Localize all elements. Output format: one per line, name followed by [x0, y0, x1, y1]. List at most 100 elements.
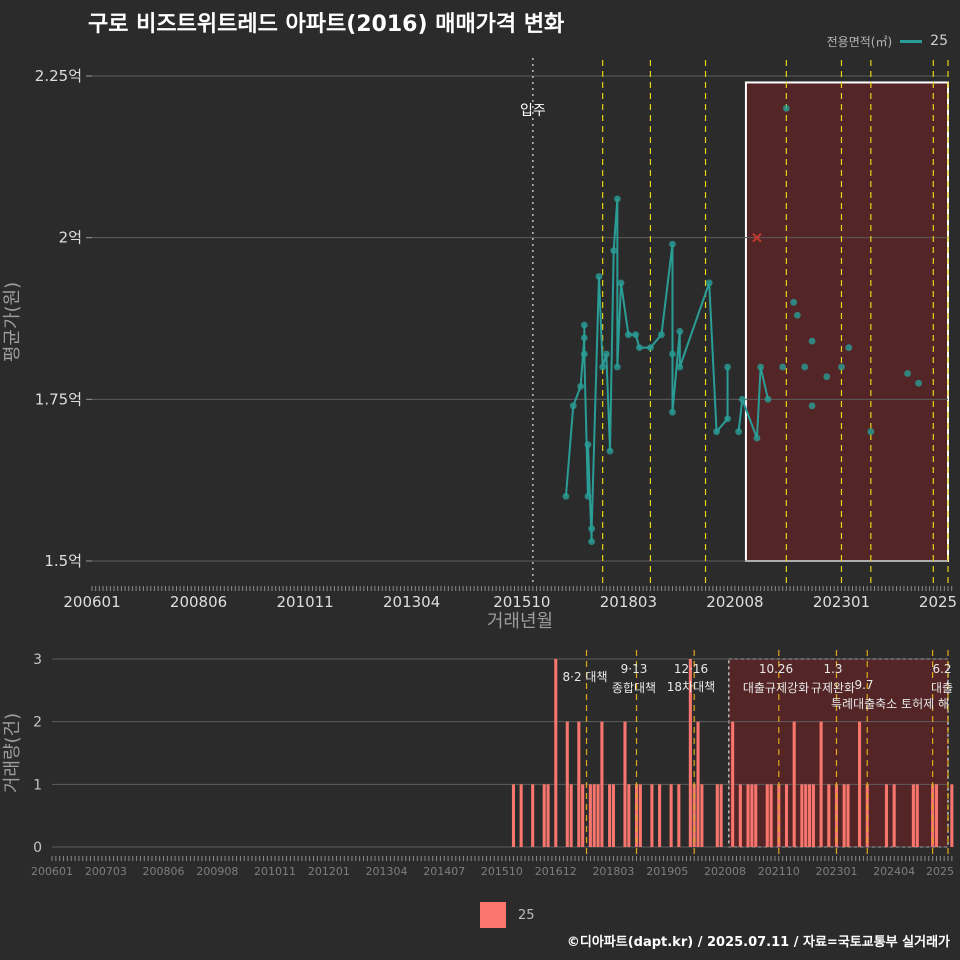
y-tick-label: 2억 [59, 229, 82, 247]
data-point [624, 331, 632, 339]
policy-annotation: 대출 [931, 681, 953, 695]
x-tick-label: 202404 [873, 865, 915, 878]
highlight-region [744, 81, 950, 562]
bar [546, 784, 550, 847]
data-point [588, 525, 596, 533]
bar [688, 659, 692, 847]
x-tick-label: 201905 [646, 865, 688, 878]
data-point [823, 373, 831, 381]
x-tick-label: 201803 [600, 593, 657, 611]
y-tick-label: 3 [33, 652, 42, 668]
bar [669, 784, 673, 847]
legend-top: 전용면적(㎡) 25 [827, 32, 948, 50]
bar [592, 784, 596, 847]
data-point [599, 363, 607, 371]
legend-label: 25 [930, 33, 948, 49]
bar [519, 784, 523, 847]
data-point [584, 492, 592, 500]
y-tick-label: 2.25억 [35, 67, 82, 85]
data-point [669, 240, 676, 248]
data-point [713, 428, 720, 436]
y-axis-title: 평균가(원) [2, 282, 23, 362]
policy-annotation: 10.26 [759, 662, 793, 676]
x-tick-label: 200601 [31, 865, 73, 878]
x-tick-label: 202008 [706, 593, 763, 611]
data-point [705, 279, 713, 287]
data-point [724, 415, 731, 423]
bar [577, 721, 581, 847]
bar [915, 784, 919, 847]
x-tick-label: 202008 [704, 865, 746, 878]
bar [792, 721, 796, 847]
bar [611, 784, 615, 847]
bar [738, 784, 742, 847]
bar [858, 721, 862, 847]
policy-annotation: 6.2 [932, 662, 951, 676]
bar [554, 659, 558, 847]
bar [569, 784, 573, 847]
data-point [738, 395, 746, 403]
data-point [735, 428, 742, 436]
data-point [632, 331, 640, 339]
data-point [595, 273, 603, 280]
data-point [790, 298, 798, 306]
x-tick-label: 2025 [926, 865, 954, 878]
bar [934, 784, 939, 847]
data-point [782, 104, 790, 112]
x-tick-label: 201510 [481, 865, 523, 878]
bar [542, 784, 546, 847]
bar [638, 784, 642, 847]
bar [950, 784, 954, 847]
data-point [669, 408, 676, 416]
policy-annotation: 9·13 [621, 662, 648, 676]
policy-annotation: 특례대출축소 토허제 해 [831, 697, 949, 711]
bar [884, 784, 889, 847]
bar [565, 721, 569, 847]
data-point [569, 402, 577, 410]
x-tick-label: 201304 [366, 865, 408, 878]
movein-label: 입주 [520, 103, 546, 119]
series-line [564, 198, 729, 542]
data-point [647, 344, 654, 351]
bar [658, 784, 662, 847]
y-tick-label: 0 [33, 840, 42, 856]
x-tick-label: 201803 [592, 865, 634, 878]
data-point [577, 383, 585, 390]
x-tick-label: 201011 [254, 865, 296, 878]
bar [719, 784, 723, 847]
data-point [613, 195, 621, 203]
bar [811, 784, 815, 847]
legend-bottom: 25 [480, 902, 535, 928]
bar [827, 784, 831, 847]
x-tick-label: 201510 [493, 593, 550, 611]
bar [627, 784, 631, 847]
bar [819, 721, 823, 847]
bar [623, 721, 627, 847]
bar [750, 784, 754, 847]
policy-annotation: 규제완화 [811, 681, 855, 695]
x-tick-label: 201612 [535, 865, 577, 878]
data-point [779, 363, 787, 371]
bar [511, 784, 515, 847]
bar [911, 784, 915, 847]
legend-line-swatch [900, 39, 923, 43]
x-tick-label: 200703 [85, 865, 127, 878]
bar [581, 784, 585, 847]
bar [600, 721, 604, 847]
data-point [808, 337, 816, 345]
x-tick-label: 200908 [196, 865, 238, 878]
x-tick-label: 200806 [170, 593, 227, 611]
data-point [580, 350, 588, 358]
policy-annotation: 1.3 [823, 662, 842, 676]
bar [769, 784, 773, 847]
bar [588, 784, 592, 847]
data-point [613, 363, 621, 371]
chart-title: 구로 비즈트위트레드 아파트(2016) 매매가격 변화 [88, 12, 565, 37]
data-point [793, 311, 801, 319]
data-point [764, 395, 772, 403]
x-axis-title: 거래년월 [487, 611, 553, 632]
footer-credit: ©디아파트(dapt.kr) / 2025.07.11 / 자료=국토교통부 실… [566, 935, 950, 950]
policy-annotation: 9.7 [854, 678, 873, 692]
bar [715, 784, 719, 847]
